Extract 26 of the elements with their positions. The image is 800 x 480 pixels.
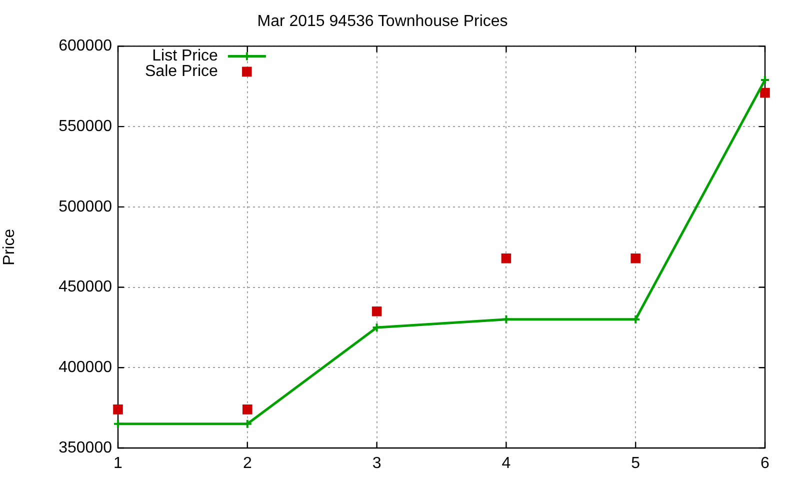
point — [242, 404, 252, 414]
x-tick-label: 4 — [502, 455, 511, 472]
legend-label: Sale Price — [145, 63, 218, 80]
y-tick-label: 500000 — [58, 198, 112, 216]
y-axis-title: Price — [1, 228, 18, 266]
x-tick-label: 3 — [372, 455, 382, 472]
y-tick-label: 450000 — [58, 278, 112, 296]
point — [760, 88, 770, 98]
point — [501, 314, 512, 324]
x-tick-label: 2 — [242, 455, 252, 472]
legend-label: List Price — [152, 48, 218, 65]
point — [113, 404, 123, 414]
x-tick-label: 1 — [114, 455, 123, 472]
point — [372, 322, 382, 332]
point — [372, 306, 382, 316]
x-tick-label: 6 — [760, 455, 770, 472]
chart-title: Mar 2015 94536 Townhouse Prices — [257, 13, 508, 30]
point — [630, 314, 641, 324]
y-tick-label: 400000 — [58, 359, 112, 376]
y-tick-label: 350000 — [58, 439, 112, 456]
x-tick-label: 5 — [631, 455, 640, 472]
point — [242, 418, 252, 429]
point — [630, 253, 640, 264]
y-tick-label: 550000 — [58, 118, 112, 135]
point — [501, 253, 512, 264]
y-tick-label: 600000 — [58, 38, 112, 55]
